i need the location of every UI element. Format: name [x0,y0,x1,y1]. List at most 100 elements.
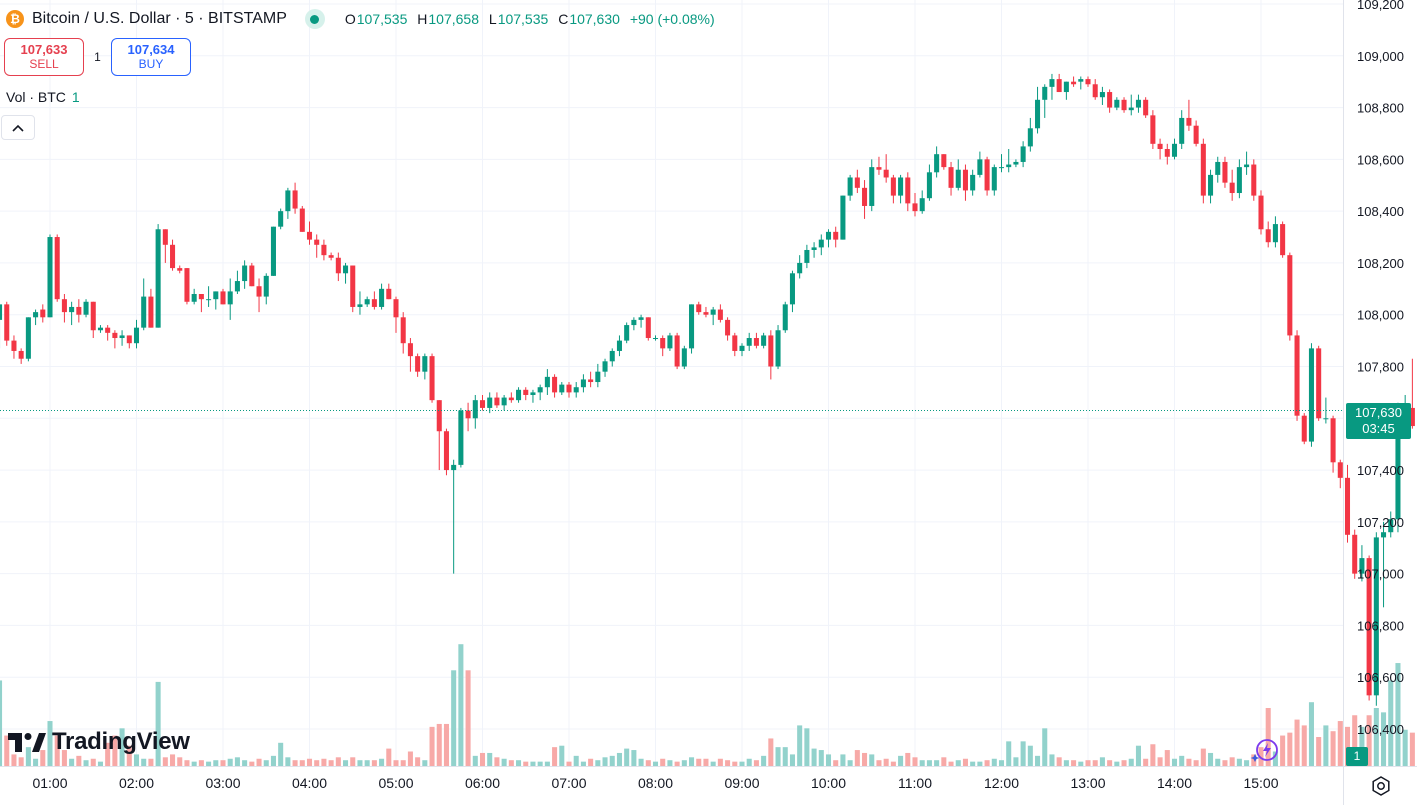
candle-body [256,286,262,297]
candle [552,374,558,398]
candle-body [804,249,810,263]
chart-settings-button[interactable] [1369,774,1393,798]
volume-bar [638,758,644,766]
candle [854,169,860,194]
candle [69,301,75,326]
volume-legend[interactable]: Vol · BTC 1 [6,89,80,105]
candle [1049,73,1055,100]
volume-bar [191,761,197,766]
volume-bar [1395,663,1401,766]
volume-bar [1143,758,1149,766]
candle [18,348,24,364]
candle-body [1222,161,1228,183]
candle [926,164,932,201]
time-axis[interactable]: 01:00 02:00 03:00 04:00 05:00 06:00 07:00 08:00… [0,766,1417,792]
volume-bar [198,760,204,766]
collapse-legend-button[interactable] [1,115,35,140]
candle-body [862,187,868,206]
volume-bar [753,760,759,766]
volume-bar [263,760,269,766]
price-tick-label: 108,600 [1357,152,1404,167]
candle [306,221,313,245]
price-tick-label: 108,200 [1357,256,1404,271]
candle [761,332,767,349]
volume-bar [508,760,514,766]
candle [213,291,219,310]
volume-bar [1323,725,1329,766]
candle [292,182,298,214]
candle-body [1186,117,1192,126]
volume-bar [126,745,132,766]
candle-body [443,431,449,471]
candle-body [1085,79,1091,85]
volume-bar [955,760,961,766]
volume-bar [429,726,435,766]
buy-price: 107,634 [127,42,175,57]
candle-body [249,265,255,287]
candle-body [177,268,183,271]
candle [299,205,305,232]
candle-body [616,340,622,351]
candle [508,392,514,403]
volume-bar [206,761,212,766]
volume-bar [364,760,370,766]
candle [364,296,370,307]
volume-bar [227,758,233,766]
candle [1200,138,1206,204]
candle-body [415,356,421,372]
candle-body [768,335,774,367]
buy-button[interactable]: 107,634 BUY [111,38,191,76]
candle [0,304,3,349]
candle-body [1330,418,1336,463]
candle-body [126,335,132,344]
candle-body [1128,107,1134,111]
candle-body [119,335,125,339]
volume-bar [739,761,745,766]
candle-body [40,309,46,318]
volume-bar [689,757,695,766]
candle [833,226,839,248]
candle [343,262,349,284]
symbol-title[interactable]: Bitcoin / U.S. Dollar · 5 · BITSTAMP [32,10,287,27]
volume-bar [1056,757,1062,766]
candle-body [133,327,140,344]
volume-bar [1222,760,1228,766]
volume-bar [652,761,659,766]
volume-bar [1308,702,1314,766]
candle-body [710,309,716,315]
time-tick-label: 11:00 [898,775,932,791]
candle-body [371,299,377,307]
volume-bar [1258,747,1264,766]
time-tick-label: 03:00 [205,775,240,791]
price-axis[interactable]: 106,400 106,600 106,800 107,000 107,200 107,4… [1343,0,1405,805]
volume-bars [0,644,1415,766]
candle [25,317,31,362]
volume-bar [1381,712,1387,766]
flash-button[interactable] [1250,738,1280,764]
volume-legend-label: Vol · BTC [6,89,66,105]
candle [1006,149,1012,173]
volume-bar [1071,760,1077,766]
volume-bar [458,644,464,766]
candle [436,400,442,471]
candle-body [1229,182,1235,194]
volume-bar [1330,731,1336,766]
volume-bar [314,760,320,766]
candle [83,299,89,318]
candle [393,296,399,333]
candle-body [1035,99,1041,129]
candle-body [717,309,723,320]
spread-value: 1 [94,50,101,64]
candle-body [840,195,846,240]
volume-bar [256,758,262,766]
candle-body [162,229,168,245]
candle [1092,79,1098,100]
sell-button[interactable]: 107,633 SELL [4,38,84,76]
candle-body [703,312,709,315]
candle [263,273,269,305]
volume-bar [472,755,478,766]
market-open-icon[interactable] [304,9,325,29]
candle-body [789,273,795,305]
tradingview-logo[interactable]: TradingView [8,728,190,756]
